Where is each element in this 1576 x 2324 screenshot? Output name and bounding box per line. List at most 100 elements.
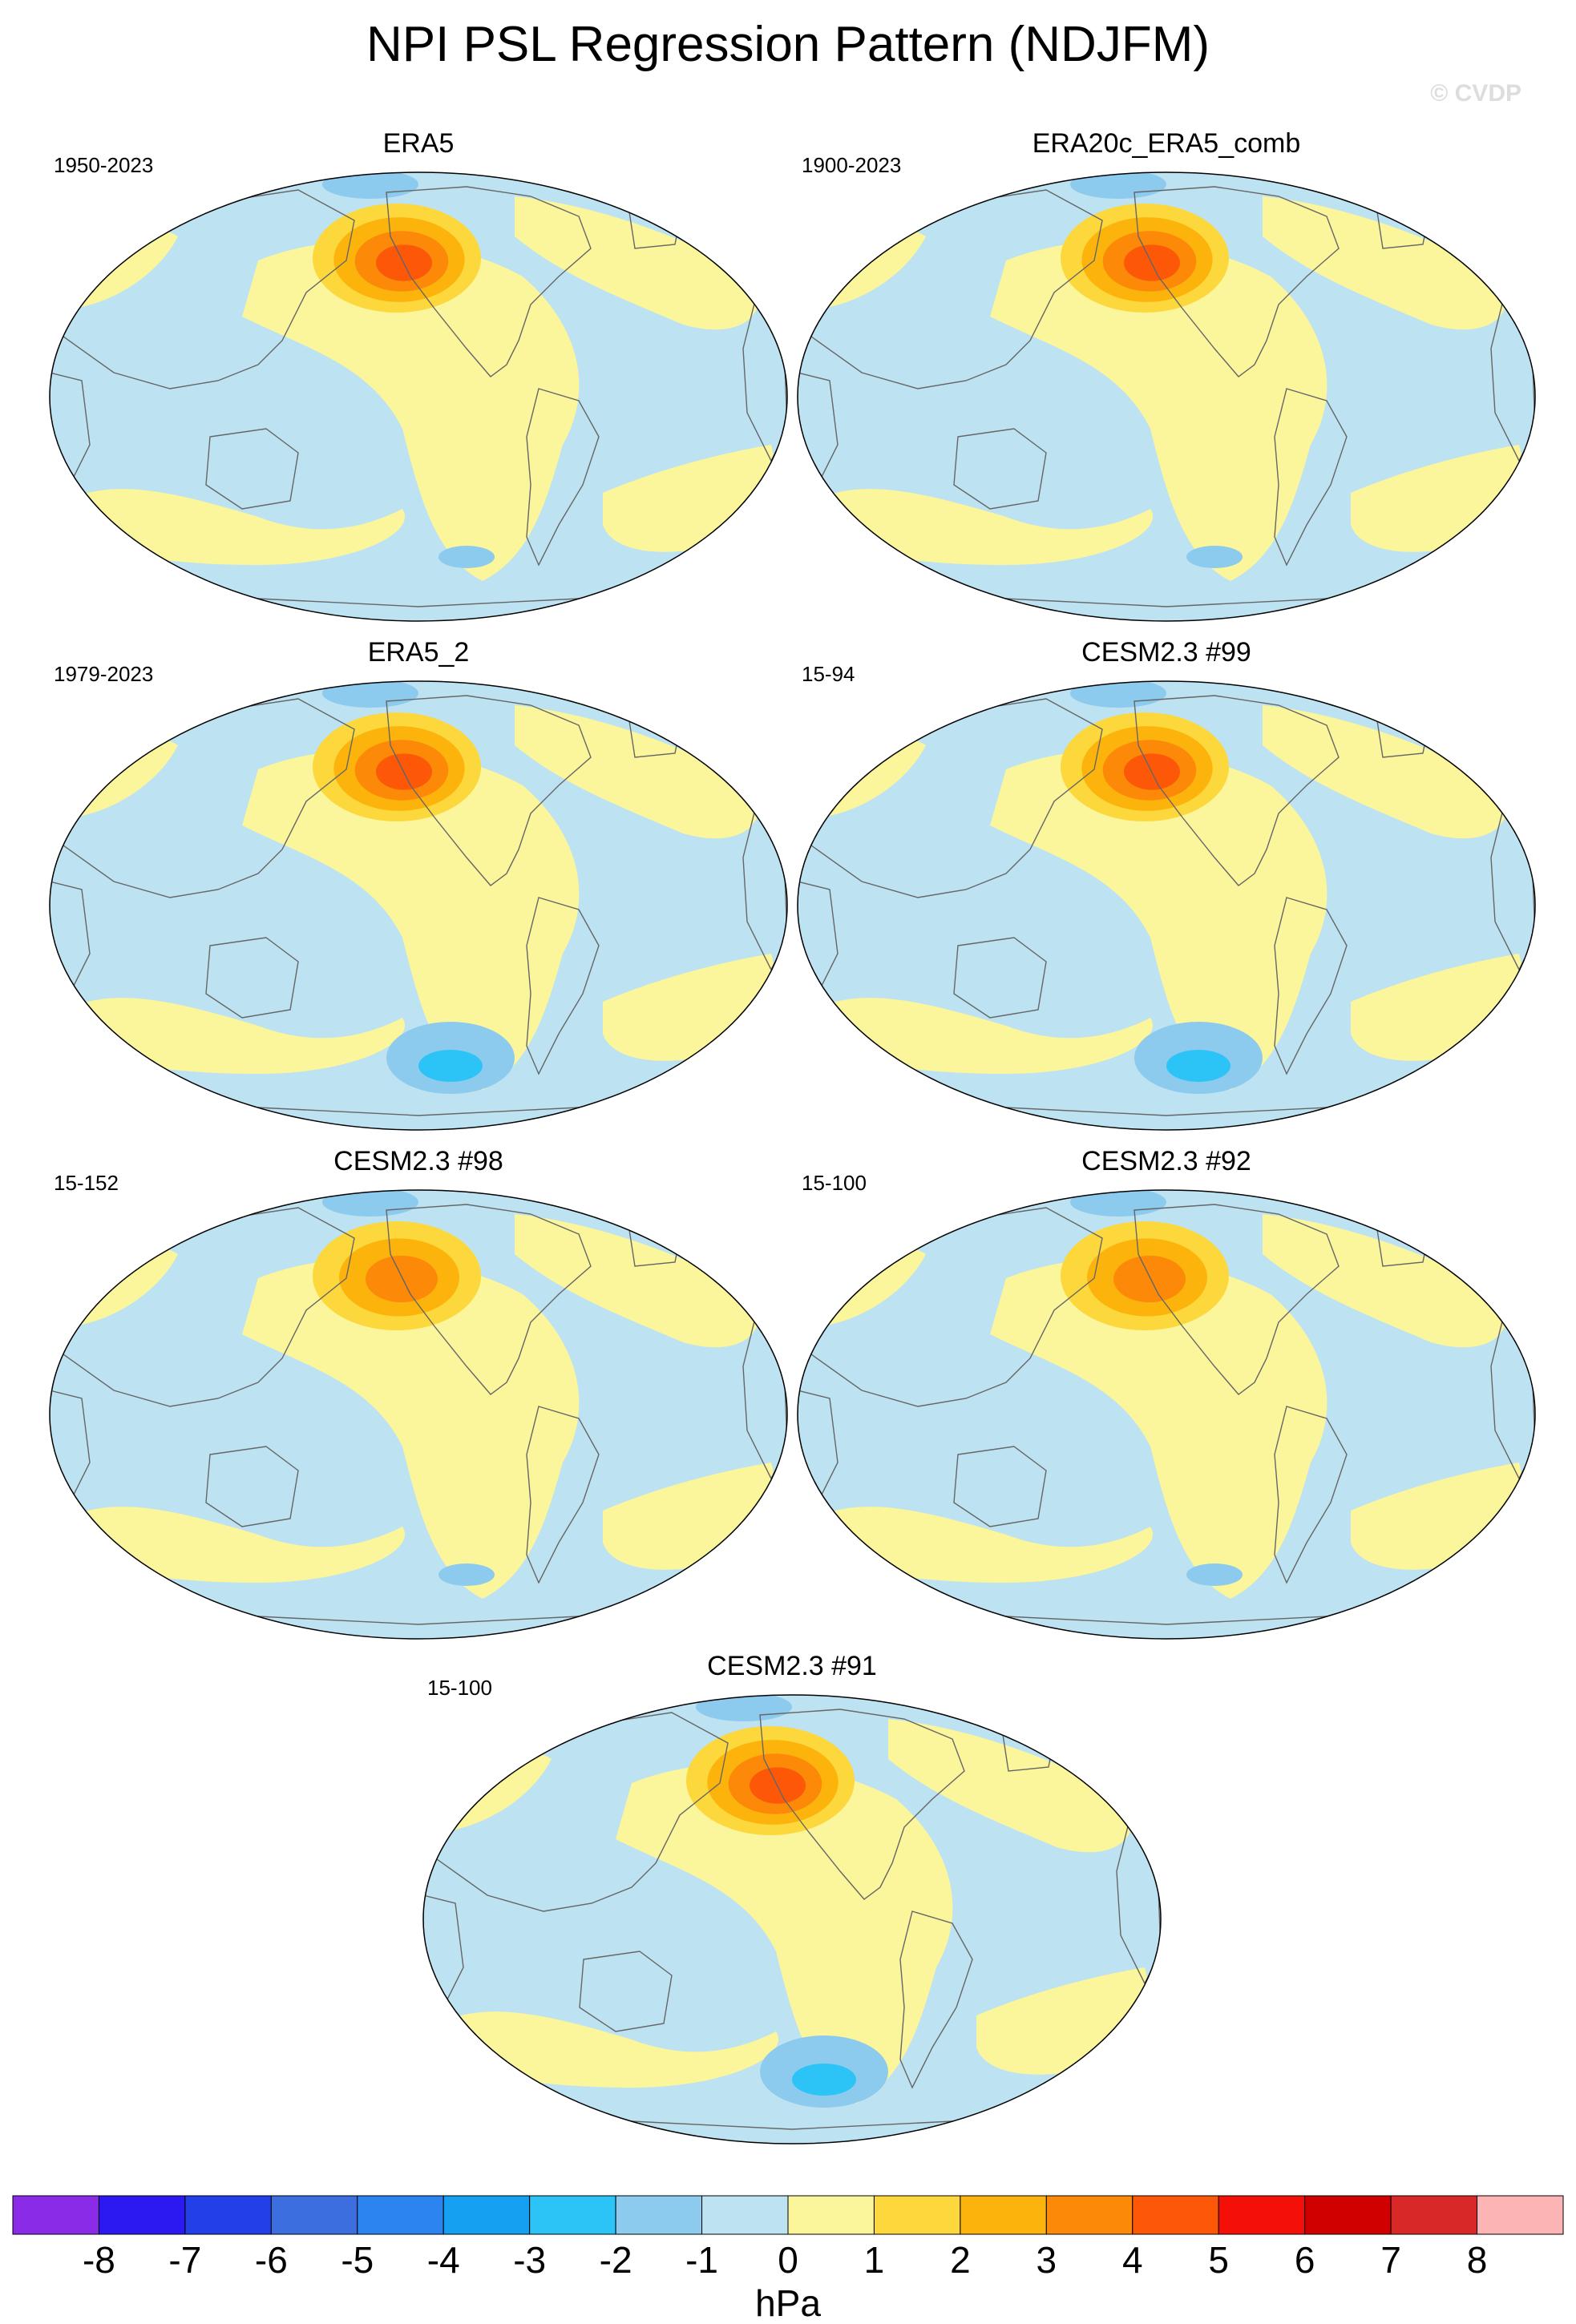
positive-region bbox=[242, 749, 580, 1090]
colorbar-tick-label: 3 bbox=[1037, 2239, 1057, 2281]
colorbar-swatch bbox=[1132, 2195, 1219, 2235]
positive-region bbox=[74, 739, 178, 817]
globe-outline bbox=[797, 680, 1536, 1131]
colorbar-tick-label: 8 bbox=[1467, 2239, 1488, 2281]
copyright-watermark: © CVDP bbox=[1430, 80, 1521, 107]
colorbar-swatch bbox=[12, 2195, 99, 2235]
positive-region bbox=[814, 1507, 1154, 1583]
map-panel: ERA5 1950-2023 bbox=[49, 128, 788, 622]
colorbar-tick-label: -8 bbox=[83, 2239, 115, 2281]
colorbar-tick-label: -2 bbox=[600, 2239, 632, 2281]
main-title: NPI PSL Regression Pattern (NDJFM) bbox=[366, 17, 1210, 72]
negative-region bbox=[418, 1050, 483, 1082]
panel-period: 15-94 bbox=[802, 662, 855, 686]
panel-title: CESM2.3 #98 bbox=[333, 1146, 503, 1176]
colorbar-swatch bbox=[701, 2195, 789, 2235]
positive-region bbox=[990, 1258, 1327, 1599]
negative-region bbox=[1186, 546, 1243, 568]
positive-core bbox=[366, 1255, 438, 1303]
colorbar-tick-label: 5 bbox=[1208, 2239, 1229, 2281]
contour-fills bbox=[50, 681, 787, 1130]
positive-region bbox=[822, 230, 926, 309]
colorbar-tick-label: 7 bbox=[1380, 2239, 1401, 2281]
colorbar-swatch bbox=[873, 2195, 961, 2235]
positive-region bbox=[990, 240, 1327, 581]
colorbar-tick-label: -3 bbox=[513, 2239, 546, 2281]
panel-title: CESM2.3 #99 bbox=[1081, 637, 1251, 668]
colorbar-tick-label: -5 bbox=[341, 2239, 374, 2281]
positive-region bbox=[515, 196, 760, 330]
negative-region bbox=[438, 1563, 495, 1586]
positive-region bbox=[822, 1248, 926, 1326]
map-panel: CESM2.3 #92 15-100 bbox=[797, 1146, 1536, 1640]
map-panel: CESM2.3 #91 15-100 bbox=[422, 1651, 1162, 2144]
negative-region bbox=[1166, 1050, 1230, 1082]
colorbar: -8 -7 -6 -5 -4 -3 -2 -1 0 1 2 3 4 5 6 7 8 hPa bbox=[12, 2195, 1564, 2324]
colorbar-swatch bbox=[615, 2195, 703, 2235]
panel-title: ERA5 bbox=[383, 128, 455, 159]
positive-region bbox=[74, 230, 178, 309]
positive-region bbox=[888, 1719, 1134, 1853]
colorbar-tick-label: -7 bbox=[168, 2239, 201, 2281]
colorbar-tick-label: -6 bbox=[255, 2239, 288, 2281]
map-panels: ERA51950-2023ERA20c_ERA5_comb1900-2023ER… bbox=[49, 128, 1536, 2144]
panel-period: 15-100 bbox=[427, 1676, 492, 1700]
positive-region bbox=[822, 739, 926, 817]
positive-region bbox=[515, 1214, 760, 1348]
positive-region bbox=[616, 1763, 953, 2104]
positive-core bbox=[1113, 1255, 1186, 1303]
map-panel: ERA20c_ERA5_comb 1900-2023 bbox=[797, 128, 1536, 622]
panel-period: 15-152 bbox=[54, 1171, 119, 1195]
globe-outline bbox=[422, 1694, 1162, 2144]
colorbar-tick-label: 1 bbox=[864, 2239, 885, 2281]
contour-fills bbox=[50, 172, 787, 621]
colorbar-tick-label: 2 bbox=[950, 2239, 971, 2281]
positive-region bbox=[814, 489, 1154, 565]
panel-title: CESM2.3 #91 bbox=[707, 1651, 877, 1681]
negative-region bbox=[1186, 1563, 1243, 1586]
contour-fills bbox=[423, 1695, 1161, 2144]
contour-fills bbox=[798, 681, 1535, 1130]
panel-title: ERA20c_ERA5_comb bbox=[1032, 128, 1301, 159]
globe-outline bbox=[49, 171, 788, 622]
contour-fills bbox=[798, 1190, 1535, 1639]
panel-period: 1900-2023 bbox=[802, 153, 901, 177]
colorbar-tick-label: -1 bbox=[685, 2239, 718, 2281]
colorbar-tick-label: -4 bbox=[427, 2239, 460, 2281]
panel-period: 1950-2023 bbox=[54, 153, 153, 177]
colorbar-swatch bbox=[184, 2195, 272, 2235]
positive-region bbox=[1263, 1214, 1508, 1348]
contour-fills bbox=[798, 172, 1535, 621]
panel-period: 15-100 bbox=[802, 1171, 867, 1195]
colorbar-swatch bbox=[1304, 2195, 1392, 2235]
colorbar-swatch bbox=[98, 2195, 186, 2235]
positive-region bbox=[66, 489, 406, 565]
contour-fills bbox=[50, 1190, 787, 1639]
positive-region bbox=[74, 1248, 178, 1326]
colorbar-swatch bbox=[787, 2195, 875, 2235]
map-panel: CESM2.3 #98 15-152 bbox=[49, 1146, 788, 1640]
colorbar-units: hPa bbox=[755, 2282, 821, 2324]
positive-region bbox=[1263, 705, 1508, 839]
map-panel: CESM2.3 #99 15-94 bbox=[797, 637, 1536, 1131]
positive-region bbox=[447, 1753, 552, 1831]
colorbar-swatch bbox=[1390, 2195, 1478, 2235]
colorbar-swatch bbox=[1045, 2195, 1134, 2235]
positive-region bbox=[515, 705, 760, 839]
panel-title: CESM2.3 #92 bbox=[1081, 1146, 1251, 1176]
negative-region bbox=[438, 546, 495, 568]
positive-region bbox=[66, 998, 406, 1074]
colorbar-swatch bbox=[960, 2195, 1047, 2235]
globe-outline bbox=[797, 171, 1536, 622]
map-panel: ERA5_2 1979-2023 bbox=[49, 637, 788, 1131]
colorbar-swatch bbox=[442, 2195, 531, 2235]
globe-outline bbox=[49, 1189, 788, 1640]
globe-outline bbox=[797, 1189, 1536, 1640]
colorbar-swatch bbox=[1218, 2195, 1306, 2235]
positive-region bbox=[66, 1507, 406, 1583]
colorbar-tick-label: 6 bbox=[1295, 2239, 1315, 2281]
positive-region bbox=[242, 1258, 580, 1599]
positive-region bbox=[439, 2011, 779, 2088]
positive-region bbox=[242, 240, 580, 581]
